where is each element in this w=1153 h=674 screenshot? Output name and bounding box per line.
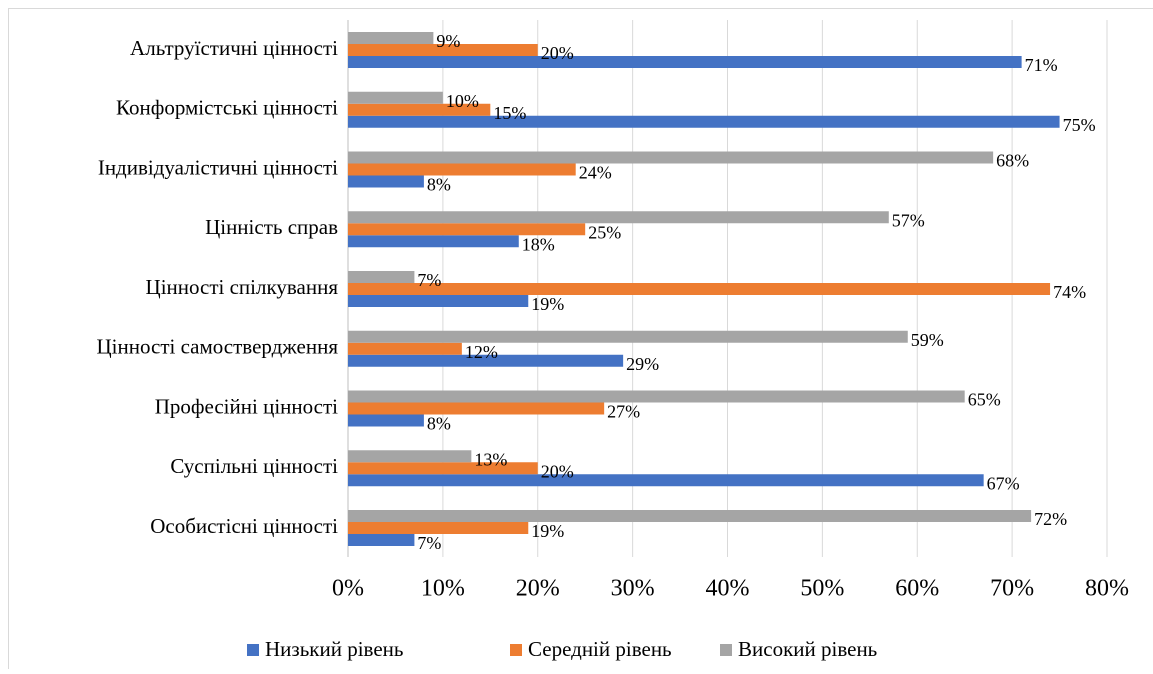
y-tick-label: Суспільні цінності xyxy=(170,454,338,478)
value-label: 8% xyxy=(427,414,451,434)
bar xyxy=(348,391,965,403)
value-label: 19% xyxy=(531,521,564,541)
value-label: 7% xyxy=(417,533,441,553)
value-label: 57% xyxy=(892,210,925,230)
value-label: 13% xyxy=(474,449,507,469)
value-label: 24% xyxy=(579,163,612,183)
legend-label: Високий рівень xyxy=(738,637,877,661)
y-tick-label: Цінності спілкування xyxy=(146,275,339,299)
legend-marker xyxy=(247,644,259,656)
bar xyxy=(348,403,604,415)
bar xyxy=(348,534,414,546)
x-tick-label: 10% xyxy=(421,576,465,602)
bar xyxy=(348,415,424,427)
bar xyxy=(348,450,471,462)
x-tick-label: 20% xyxy=(516,576,560,602)
y-tick-label: Цінність справ xyxy=(205,215,338,239)
bar xyxy=(348,164,576,176)
bar xyxy=(348,462,538,474)
y-tick-label: Професійні цінності xyxy=(155,394,338,418)
y-tick-label: Альтруїстичні цінності xyxy=(130,36,338,60)
value-label: 9% xyxy=(436,31,460,51)
value-label: 75% xyxy=(1063,115,1096,135)
value-label: 20% xyxy=(541,43,574,63)
bar xyxy=(348,283,1050,295)
legend-marker xyxy=(510,644,522,656)
bar xyxy=(348,116,1060,128)
x-tick-label: 0% xyxy=(332,576,364,602)
value-label: 15% xyxy=(493,103,526,123)
bar xyxy=(348,56,1022,68)
x-tick-label: 70% xyxy=(990,576,1034,602)
value-label: 65% xyxy=(968,390,1001,410)
value-label: 25% xyxy=(588,222,621,242)
value-label: 18% xyxy=(522,234,555,254)
x-tick-label: 50% xyxy=(800,576,844,602)
x-tick-label: 30% xyxy=(611,576,655,602)
y-tick-label: Особистісні цінності xyxy=(150,514,338,538)
bar xyxy=(348,211,889,223)
legend-label: Середній рівень xyxy=(528,637,672,661)
x-tick-label: 80% xyxy=(1085,576,1129,602)
y-tick-label: Цінності самоствердження xyxy=(97,335,339,359)
value-label: 74% xyxy=(1053,282,1086,302)
bar xyxy=(348,32,433,44)
value-label: 10% xyxy=(446,91,479,111)
bar xyxy=(348,295,528,307)
value-label: 72% xyxy=(1034,509,1067,529)
bar xyxy=(348,474,984,486)
bar xyxy=(348,152,993,164)
bar xyxy=(348,522,528,534)
value-label: 71% xyxy=(1025,55,1058,75)
value-label: 29% xyxy=(626,354,659,374)
legend-label: Низький рівень xyxy=(265,637,403,661)
legend-marker xyxy=(720,644,732,656)
y-tick-label: Конформістські цінності xyxy=(116,96,338,120)
y-tick-label: Індивідуалістичні цінності xyxy=(98,155,338,179)
bar xyxy=(348,235,519,247)
value-label: 67% xyxy=(987,473,1020,493)
bar xyxy=(348,331,908,343)
x-tick-label: 40% xyxy=(706,576,750,602)
bar xyxy=(348,271,414,283)
value-label: 12% xyxy=(465,342,498,362)
value-label: 27% xyxy=(607,402,640,422)
bar xyxy=(348,510,1031,522)
value-label: 20% xyxy=(541,461,574,481)
value-label: 7% xyxy=(417,270,441,290)
value-label: 8% xyxy=(427,175,451,195)
value-label: 19% xyxy=(531,294,564,314)
value-label: 59% xyxy=(911,330,944,350)
bar xyxy=(348,92,443,104)
x-tick-label: 60% xyxy=(895,576,939,602)
bar xyxy=(348,223,585,235)
bar xyxy=(348,176,424,188)
bar xyxy=(348,343,462,355)
value-label: 68% xyxy=(996,151,1029,171)
